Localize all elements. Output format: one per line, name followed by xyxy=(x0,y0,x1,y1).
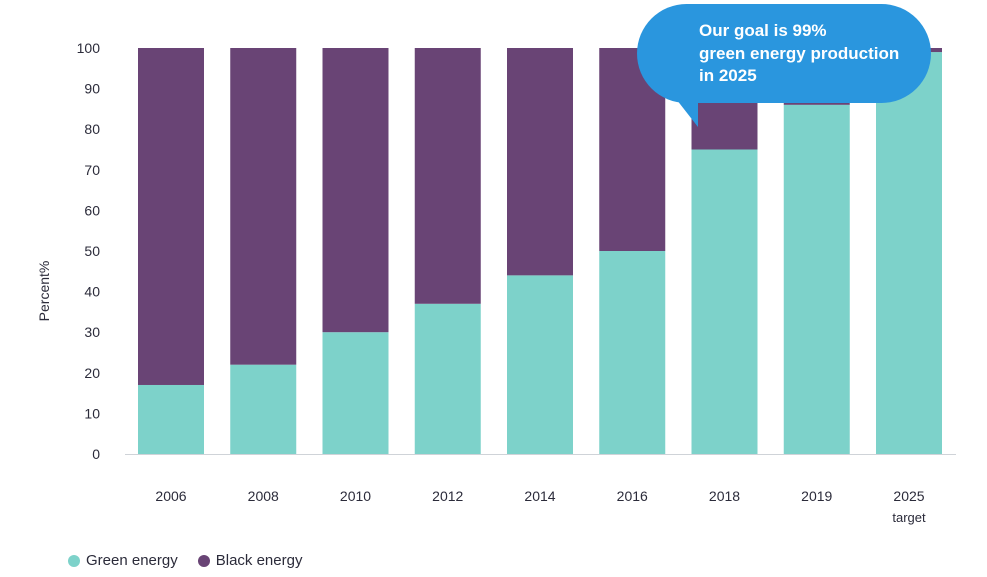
x-tick-label: 2019 xyxy=(801,488,832,504)
bar-black-energy xyxy=(138,48,204,385)
y-tick-label: 30 xyxy=(84,324,100,340)
y-tick-label: 90 xyxy=(84,81,100,97)
y-tick-label: 70 xyxy=(84,162,100,178)
y-tick-label: 40 xyxy=(84,284,100,300)
y-axis-title: Percent% xyxy=(36,261,52,322)
bar-black-energy xyxy=(414,48,481,304)
bar-green-energy xyxy=(322,332,389,454)
y-tick-label: 0 xyxy=(92,446,100,462)
x-tick-label: 2008 xyxy=(248,488,279,504)
y-tick-label: 60 xyxy=(84,202,100,218)
bar-green-energy xyxy=(507,275,573,454)
chart-legend: Green energy Black energy xyxy=(68,552,302,569)
legend-item-black: Black energy xyxy=(197,552,303,569)
bar-green-energy xyxy=(691,149,758,454)
legend-item-green: Green energy xyxy=(68,552,178,569)
callout-line-2: green energy production xyxy=(699,43,900,63)
bar-green-energy xyxy=(414,303,481,454)
x-tick-label: 2025 xyxy=(893,488,924,504)
bar-green-energy xyxy=(599,251,666,454)
x-axis-ticks: 2006 2008 2010 2012 2014 2016 2018 2019 2025 targ… xyxy=(155,488,926,525)
bar-green-energy xyxy=(783,104,850,454)
y-tick-label: 10 xyxy=(84,405,100,421)
legend-label-black: Black energy xyxy=(215,552,303,569)
legend-swatch-black xyxy=(197,554,210,567)
bar-green-energy xyxy=(138,384,204,454)
x-tick-sublabel: target xyxy=(892,510,926,525)
x-tick-label: 2014 xyxy=(524,488,555,504)
x-tick-label: 2012 xyxy=(432,488,463,504)
goal-callout: Our goal is 99% green energy production … xyxy=(637,4,931,103)
y-tick-label: 20 xyxy=(84,365,100,381)
callout-line-1: Our goal is 99% xyxy=(699,21,827,40)
x-tick-label: 2016 xyxy=(617,488,648,504)
y-tick-label: 50 xyxy=(84,243,100,259)
legend-swatch-green xyxy=(68,554,80,567)
bar-black-energy xyxy=(507,48,573,276)
bar-green-energy xyxy=(230,364,297,454)
bar-green-energy xyxy=(876,52,942,455)
legend-label-green: Green energy xyxy=(86,552,178,569)
y-tick-label: 100 xyxy=(77,40,101,56)
x-tick-label: 2018 xyxy=(709,488,740,504)
callout-line-3: in 2025 xyxy=(699,66,757,85)
y-tick-label: 80 xyxy=(84,121,100,137)
bars-group xyxy=(138,48,942,455)
bar-black-energy xyxy=(230,48,297,365)
bar-black-energy xyxy=(322,48,389,333)
x-tick-label: 2010 xyxy=(340,488,371,504)
y-axis-ticks: 0 10 20 30 40 50 60 70 80 90 100 xyxy=(77,40,101,462)
x-tick-label: 2006 xyxy=(155,488,186,504)
